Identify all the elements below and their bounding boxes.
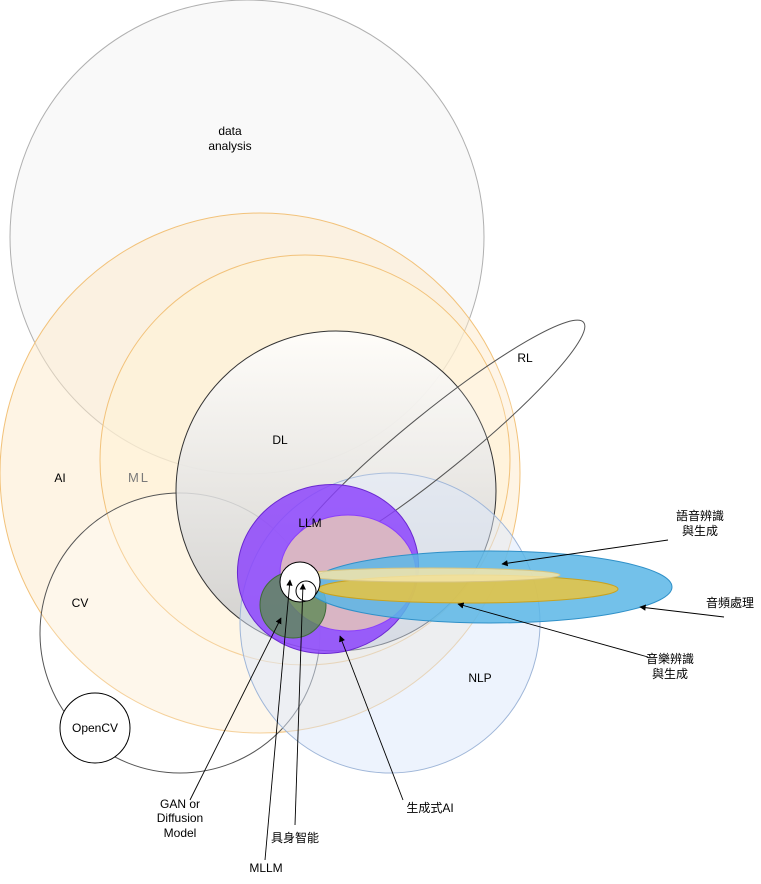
dl-label: DL bbox=[272, 433, 288, 447]
embodied-arrow bbox=[294, 583, 306, 826]
speech-label-line2: 與生成 bbox=[682, 524, 718, 538]
mllm-arrow bbox=[264, 579, 293, 861]
music-arrow bbox=[457, 602, 649, 658]
music-label-line1: 音樂辨識 bbox=[646, 651, 694, 666]
nlp-label: NLP bbox=[468, 671, 491, 685]
embodied-inner-circle bbox=[295, 580, 317, 602]
cv-label: CV bbox=[72, 596, 89, 610]
opencv-circle bbox=[59, 692, 131, 764]
gan-label-line2: Diffusion bbox=[157, 811, 203, 825]
ml-label: ML bbox=[128, 470, 150, 485]
gan-arrow bbox=[189, 617, 282, 801]
gan-label-line3: Model bbox=[164, 826, 197, 840]
embodied-label: 具身智能 bbox=[271, 830, 319, 845]
rl-label: RL bbox=[517, 351, 533, 365]
opencv-label: OpenCV bbox=[72, 721, 118, 735]
speech-arrow bbox=[501, 539, 669, 567]
speech-ellipse bbox=[303, 567, 561, 583]
speech-label-line1: 語音辨識 bbox=[676, 508, 724, 523]
data-analysis-label-line1: data bbox=[218, 124, 242, 138]
llm-label: LLM bbox=[298, 516, 321, 530]
data-analysis-label-line2: analysis bbox=[208, 139, 251, 153]
gan-label-line1: GAN or bbox=[160, 797, 200, 811]
genai-label: 生成式AI bbox=[406, 801, 453, 815]
audio-label: 音頻處理 bbox=[706, 595, 754, 610]
ai-label: AI bbox=[54, 471, 65, 485]
genai-arrow bbox=[339, 635, 404, 801]
music-label-line2: 與生成 bbox=[652, 667, 688, 681]
mllm-label: MLLM bbox=[249, 861, 282, 875]
audio-arrow bbox=[639, 604, 725, 618]
